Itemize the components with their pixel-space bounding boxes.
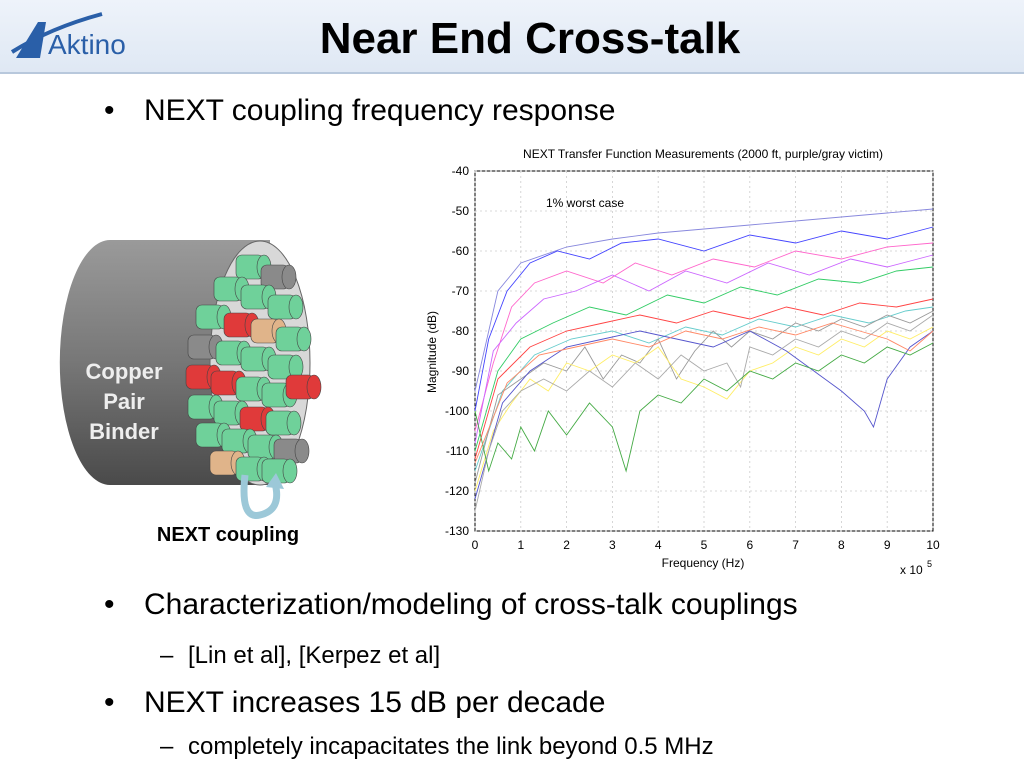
x-tick-label: 7 — [792, 538, 799, 552]
cable-pairs — [185, 254, 322, 484]
bullet-text: NEXT increases 15 dB per decade — [144, 686, 606, 719]
bullet-item: • NEXT increases 15 dB per decade — [104, 686, 605, 720]
series-line — [474, 306, 934, 472]
x-tick-label: 0 — [472, 538, 479, 552]
series-line — [474, 298, 934, 460]
y-tick-label: -110 — [446, 444, 469, 458]
y-tick-label: -130 — [445, 524, 469, 538]
series-line — [474, 326, 934, 492]
next-transfer-function-chart: NEXT Transfer Function Measurements (200… — [425, 147, 940, 577]
cable-pair-end — [306, 374, 322, 400]
y-tick-label: -70 — [452, 284, 470, 298]
x-multiplier-exponent: 5 — [927, 559, 932, 569]
y-tick-label: -120 — [445, 484, 469, 498]
chart-series — [474, 208, 934, 512]
y-tick-label: -60 — [452, 244, 470, 258]
chart-annotation: 1% worst case — [546, 196, 624, 210]
binder-label-line3: Binder — [89, 419, 159, 444]
x-tick-label: 8 — [838, 538, 845, 552]
y-tick-label: -90 — [452, 364, 470, 378]
sub-bullet-text: completely incapacitates the link beyond… — [188, 733, 714, 760]
chart-grid — [474, 170, 934, 532]
sub-bullet-item: – completely incapacitates the link beyon… — [160, 733, 714, 761]
x-tick-label: 6 — [746, 538, 753, 552]
page-title: Near End Cross-talk — [319, 14, 741, 63]
y-tick-label: -50 — [452, 204, 470, 218]
bullet-item: • NEXT coupling frequency response — [104, 94, 615, 128]
series-line — [474, 254, 934, 444]
logo-text: Aktino — [48, 29, 126, 60]
aktino-logo: Aktino — [10, 12, 126, 60]
dash-glyph: – — [160, 642, 174, 669]
dash-glyph: – — [160, 733, 174, 760]
x-tick-label: 10 — [926, 538, 940, 552]
next-coupling-label: NEXT coupling — [157, 524, 299, 546]
binder-label-line1: Copper — [86, 359, 163, 384]
x-tick-label: 3 — [609, 538, 616, 552]
y-tick-label: -100 — [445, 404, 469, 418]
series-line — [474, 314, 934, 512]
bullet-item: • Characterization/modeling of cross-talk… — [104, 588, 798, 622]
series-line — [474, 342, 934, 473]
cable-pair-end — [282, 458, 298, 484]
chart-ticks: 0 1 2 3 4 5 6 7 8 9 10 -40 -50 -60 -70 -80 -90 -100 -110 -1… — [445, 164, 940, 552]
series-line — [474, 266, 934, 452]
series-line — [474, 242, 934, 432]
cable-pair-end — [296, 326, 312, 352]
cable-pair-end — [294, 438, 310, 464]
coupling-arrow — [240, 474, 281, 519]
cable-pair-end — [288, 294, 304, 320]
x-tick-label: 2 — [563, 538, 570, 552]
x-tick-label: 5 — [701, 538, 708, 552]
x-tick-label: 9 — [884, 538, 891, 552]
coupling-arrowhead — [266, 473, 284, 489]
x-axis-label: Frequency (Hz) — [662, 556, 745, 570]
bullet-text: NEXT coupling frequency response — [144, 94, 616, 127]
x-multiplier-label: x 10 — [900, 563, 923, 577]
bullet-text: Characterization/modeling of cross-talk … — [144, 588, 798, 621]
y-tick-label: -80 — [452, 324, 470, 338]
y-tick-label: -40 — [452, 164, 470, 178]
slide-header: Aktino Near End Cross-talk — [0, 0, 1024, 74]
bullet-glyph: • — [104, 94, 115, 127]
copper-pair-binder-diagram: Copper Pair Binder NEXT coupling — [59, 240, 322, 546]
chart-title: NEXT Transfer Function Measurements (200… — [523, 147, 883, 161]
series-line — [474, 330, 934, 500]
x-tick-label: 4 — [655, 538, 662, 552]
binder-label-line2: Pair — [103, 389, 145, 414]
cable-pair-end — [281, 264, 297, 290]
cable-pair-end — [286, 410, 302, 436]
series-line — [474, 226, 934, 412]
sub-bullet-text: [Lin et al], [Kerpez et al] — [188, 642, 441, 669]
y-axis-label: Magnitude (dB) — [425, 311, 439, 393]
x-tick-label: 1 — [517, 538, 524, 552]
series-line — [474, 208, 934, 392]
bullet-glyph: • — [104, 686, 115, 719]
sub-bullet-item: – [Lin et al], [Kerpez et al] — [160, 642, 440, 670]
series-line — [474, 322, 934, 464]
series-line — [474, 310, 934, 484]
bullet-glyph: • — [104, 588, 115, 621]
